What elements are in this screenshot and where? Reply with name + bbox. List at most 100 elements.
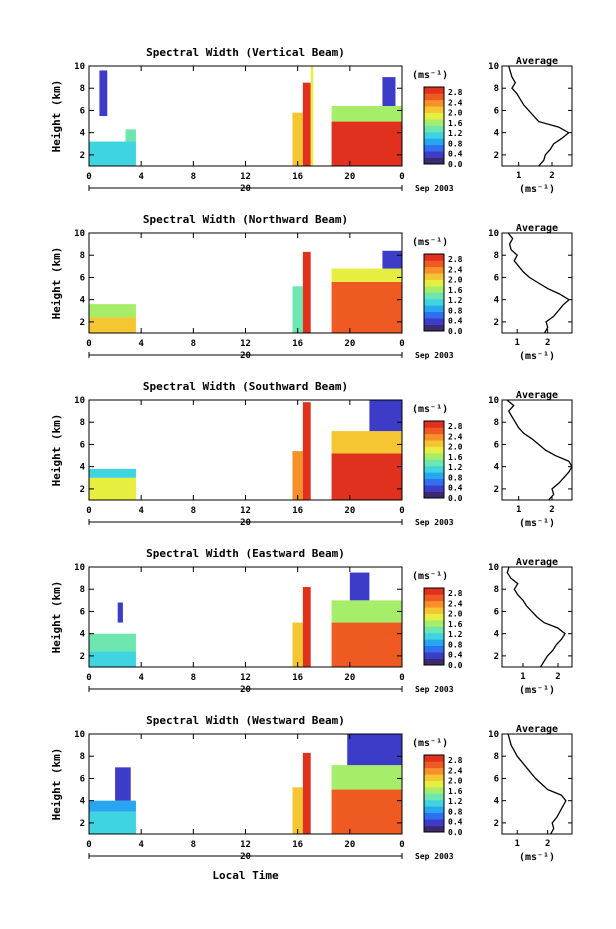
profile-y-tick-label: 10 (488, 229, 499, 239)
colorbar-swatch (424, 305, 444, 313)
colorbar-swatch (424, 632, 444, 640)
date-day-label: 20 (240, 351, 251, 361)
colorbar-swatch (424, 491, 444, 499)
heatmap-cell (331, 453, 402, 500)
heatmap-cell (292, 622, 303, 667)
profile-y-tick-label: 8 (494, 585, 499, 595)
profile-y-tick-label: 8 (494, 251, 499, 261)
date-label: Sep 2003 (415, 351, 454, 360)
profile-x-tick-label: 1 (515, 839, 520, 849)
colorbar-unit: (ms⁻¹) (412, 571, 448, 582)
colorbar-tick-label: 0.8 (448, 306, 463, 315)
profile-frame (501, 399, 573, 501)
date-day-label: 20 (240, 852, 251, 862)
colorbar-swatch (424, 453, 444, 460)
x-axis-title-wrap: Local Time (212, 869, 279, 882)
heatmap-cells (89, 400, 402, 500)
colorbar-swatch (424, 151, 444, 158)
colorbar-swatch (424, 613, 444, 621)
y-tick-label: 4 (80, 129, 86, 139)
colorbar-swatch (424, 144, 444, 152)
colorbar-swatch (424, 639, 444, 647)
colorbar-swatch (424, 459, 444, 467)
profile-y-tick-label: 4 (494, 630, 500, 640)
colorbar-swatch (424, 799, 444, 807)
colorbar-tick-label: 1.6 (448, 286, 463, 295)
profile-title: Average (516, 557, 558, 568)
colorbar-swatch (424, 433, 444, 441)
colorbar-tick-label: 2.4 (448, 265, 463, 274)
heatmap-cell (331, 106, 402, 122)
x-tick-label: 20 (344, 840, 355, 850)
profile-frame (501, 232, 573, 334)
x-tick-label: 20 (344, 673, 355, 683)
profile-y-tick-label: 2 (494, 151, 499, 161)
heatmap-cell (89, 811, 136, 834)
colorbar-swatch (424, 620, 444, 627)
profile-frame (501, 733, 573, 835)
x-tick-label: 8 (191, 673, 196, 683)
colorbar-frame (423, 420, 445, 499)
profile-x-tick-label: 2 (555, 672, 560, 682)
profile-y-tick-label: 2 (494, 819, 499, 829)
colorbar-tick-label: 0.4 (448, 651, 463, 660)
heatmap-cell (349, 572, 370, 601)
x-tick-label: 12 (240, 840, 251, 850)
x-tick-label: 0 (86, 172, 91, 182)
heatmap-cell (369, 400, 402, 432)
colorbar-tick-label: 0.0 (448, 327, 463, 336)
colorbar-tick-label: 0.4 (448, 484, 463, 493)
colorbar-tick-label: 0.4 (448, 317, 463, 326)
y-tick-label: 8 (80, 418, 85, 428)
y-tick-label: 4 (80, 463, 86, 473)
heatmap-cell (99, 70, 108, 116)
colorbar-swatch (424, 266, 444, 274)
colorbar-tick-label: 2.0 (448, 443, 463, 452)
heatmap-cell (115, 767, 131, 801)
x-tick-label: 12 (240, 339, 251, 349)
profile-x-label: (ms⁻¹) (519, 518, 555, 529)
colorbar-swatch (424, 273, 444, 280)
profile-y-tick-label: 10 (488, 396, 499, 406)
profile-x-tick-label: 1 (516, 171, 521, 181)
colorbar-swatch (424, 318, 444, 325)
colorbar-tick-label: 0.4 (448, 150, 463, 159)
date-day-label: 20 (240, 518, 251, 528)
colorbar-swatch (424, 607, 444, 614)
colorbar-swatch (424, 652, 444, 659)
colorbar-tick-label: 1.6 (448, 453, 463, 462)
colorbar-swatch (424, 131, 444, 139)
colorbar-tick-label: 2.0 (448, 777, 463, 786)
profile-line (508, 65, 570, 167)
date-label: Sep 2003 (415, 852, 454, 861)
colorbar-tick-label: 0.8 (448, 473, 463, 482)
colorbar-tick-label: 2.8 (448, 88, 463, 97)
colorbar-tick-label: 0.8 (448, 807, 463, 816)
x-tick-label: 12 (240, 673, 251, 683)
x-tick-label: 16 (292, 506, 303, 516)
panel-4: Spectral Width (Eastward Beam)246810Heig… (50, 547, 573, 696)
y-tick-label: 10 (74, 563, 85, 573)
colorbar-swatch (424, 825, 444, 833)
colorbar-swatch (424, 292, 444, 300)
colorbar-swatch (424, 600, 444, 608)
colorbar-swatch (424, 767, 444, 775)
date-label: Sep 2003 (415, 518, 454, 527)
y-tick-label: 6 (80, 774, 85, 784)
colorbar-swatch (424, 286, 444, 293)
profile-title: Average (516, 390, 558, 401)
profile-x-label: (ms⁻¹) (519, 184, 555, 195)
colorbar-tick-label: 0.4 (448, 818, 463, 827)
x-tick-label: 12 (240, 506, 251, 516)
colorbar-tick-label: 1.6 (448, 787, 463, 796)
profile-title: Average (516, 724, 558, 735)
colorbar-tick-label: 2.4 (448, 98, 463, 107)
chart-title: Spectral Width (Northward Beam) (143, 213, 348, 226)
y-tick-label: 2 (80, 485, 85, 495)
colorbar-tick-label: 2.4 (448, 432, 463, 441)
colorbar-swatch (424, 626, 444, 634)
profile-y-tick-label: 2 (494, 318, 499, 328)
y-tick-label: 10 (74, 396, 85, 406)
colorbar-tick-label: 0.8 (448, 640, 463, 649)
profile-line (507, 232, 571, 334)
